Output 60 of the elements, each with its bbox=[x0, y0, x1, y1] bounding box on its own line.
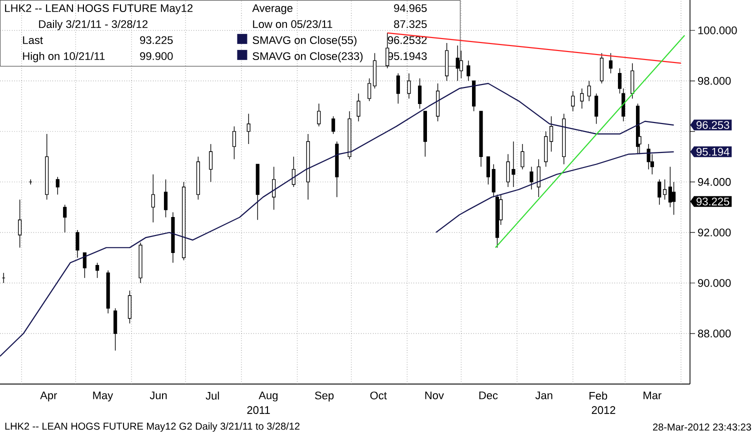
annotation: 87.325 bbox=[394, 20, 427, 28]
annotation: 93.225 bbox=[696, 198, 730, 206]
x-tick-label: Feb bbox=[590, 392, 608, 400]
candlestick bbox=[138, 242, 142, 284]
x-tick-label: Aug bbox=[258, 392, 278, 402]
text: 2012 bbox=[592, 406, 616, 414]
candlestick bbox=[549, 116, 554, 152]
x-tick-label: Oct bbox=[370, 392, 387, 400]
x-tick-label: Jul bbox=[206, 392, 219, 400]
chart-title: LHK2 -- LEAN HOGS FUTURE May12 bbox=[5, 4, 193, 14]
annotation: 96.2532 bbox=[388, 36, 427, 44]
y-tick-label: 100.000 bbox=[698, 26, 737, 34]
candlestick bbox=[580, 88, 584, 110]
x-tick-label: Apr bbox=[40, 392, 58, 402]
x-tick-label: Mar bbox=[644, 392, 662, 400]
candlestick bbox=[407, 72, 411, 99]
candlestick bbox=[672, 182, 676, 216]
line-series bbox=[435, 151, 674, 234]
text: 28-Mar-2012 23:43:23 bbox=[653, 424, 752, 431]
x-tick-label: Sep bbox=[315, 392, 334, 402]
annotation: 95.194 bbox=[696, 148, 730, 156]
candlestick bbox=[466, 60, 470, 82]
legend-label: SMAVG on Close(55) bbox=[252, 36, 356, 46]
annotation: Last bbox=[23, 36, 43, 44]
annotation: 93.225 bbox=[140, 36, 173, 44]
x-tick-label: Nov bbox=[425, 392, 444, 400]
legend-label: SMAVG on Close(233) bbox=[252, 52, 363, 62]
annotation: Low on 05/23/11 bbox=[253, 20, 332, 28]
x-tick-label: Dec bbox=[479, 392, 498, 400]
candlestick bbox=[246, 113, 250, 144]
annotation: Average bbox=[252, 4, 292, 14]
x-tick-label: Jun bbox=[150, 392, 167, 400]
line-series bbox=[0, 82, 674, 357]
annotation: 95.1943 bbox=[388, 52, 427, 60]
text: Daily 3/21/11 - 3/28/12 bbox=[39, 20, 148, 30]
candlestick bbox=[356, 93, 360, 122]
y-tick-label: 94.000 bbox=[698, 178, 731, 186]
annotation: 96.253 bbox=[696, 121, 730, 129]
candlestick bbox=[106, 270, 110, 314]
candlestick bbox=[530, 166, 534, 190]
y-tick-label: 98.000 bbox=[698, 76, 731, 85]
y-tick-label: 90.000 bbox=[698, 279, 731, 287]
text: LHK2 -- LEAN HOGS FUTURE May12 G2 Daily 3/21/11 to 3/28/12 bbox=[5, 422, 300, 432]
candlestick bbox=[18, 199, 22, 248]
x-tick-label: Jan bbox=[535, 392, 552, 400]
candlestick bbox=[76, 230, 80, 258]
candlestick bbox=[272, 166, 276, 210]
candlestick bbox=[348, 110, 352, 160]
candlestick bbox=[151, 174, 155, 223]
candlestick bbox=[520, 144, 524, 170]
candlestick bbox=[571, 90, 575, 112]
x-tick-label: May bbox=[93, 392, 114, 402]
annotation: 94.965 bbox=[394, 4, 427, 12]
text: 2011 bbox=[247, 406, 270, 414]
y-tick-label: 92.000 bbox=[698, 228, 731, 236]
annotation: 99.900 bbox=[140, 52, 173, 60]
annotation: High on 10/21/11 bbox=[23, 52, 105, 62]
candlestick bbox=[171, 212, 175, 264]
y-tick-label: 88.000 bbox=[698, 330, 731, 338]
candlestick bbox=[306, 134, 310, 200]
